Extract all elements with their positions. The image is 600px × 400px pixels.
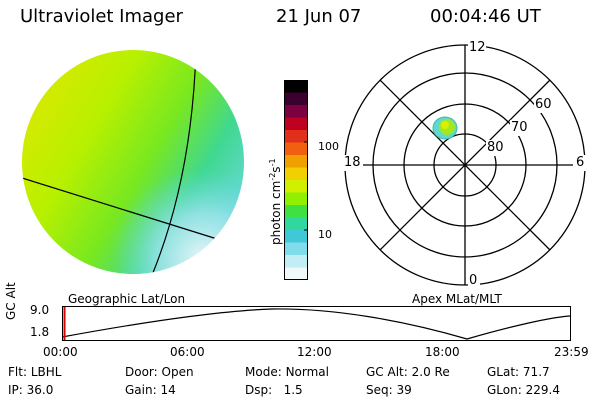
image-time: 00:04:46 UT — [430, 6, 541, 27]
colorbar-tick-100: 100 — [318, 140, 339, 153]
glon-readout: GLon: 229.4 — [487, 383, 560, 397]
mlt-label-6: 6 — [576, 155, 585, 170]
colorbar — [284, 80, 308, 280]
colorbar-band — [284, 255, 308, 268]
mlt-label-0: 0 — [469, 273, 478, 288]
altitude-curve — [62, 308, 571, 340]
colorbar-band — [284, 130, 308, 143]
glat-readout: GLat: 71.7 — [487, 365, 550, 379]
gain-readout: Gain: 14 — [125, 383, 176, 397]
filter-readout: Flt: LBHL — [8, 365, 62, 379]
colorbar-band — [284, 267, 308, 280]
image-date: 21 Jun 07 — [276, 6, 362, 27]
geographic-label: Geographic Lat/Lon — [68, 292, 186, 306]
door-readout: Door: Open — [125, 365, 194, 379]
longitude-line — [149, 50, 197, 274]
colorbar-band — [284, 80, 308, 93]
ip-readout: IP: 36.0 — [8, 383, 54, 397]
colorbar-band — [284, 142, 308, 156]
apex-label: Apex MLat/MLT — [412, 292, 502, 306]
colorbar-band — [284, 167, 308, 181]
latitude-line — [22, 177, 231, 244]
time-tick-4: 23:59 — [554, 345, 589, 359]
time-tick-3: 18:00 — [425, 345, 460, 359]
geographic-image — [22, 50, 244, 274]
altitude-y-low: 1.8 — [30, 325, 50, 339]
altitude-y-high: 9.0 — [30, 303, 50, 317]
colorbar-band — [284, 105, 308, 118]
dsp-readout: Dsp: 1.5 — [245, 383, 303, 397]
colorbar-band — [284, 242, 308, 256]
colorbar-unit-label: photon cm-2s-1 — [268, 158, 283, 245]
time-tick-2: 12:00 — [297, 345, 332, 359]
colorbar-frame — [284, 80, 308, 280]
app-title: Ultraviolet Imager — [20, 6, 183, 27]
auroral-patch — [432, 116, 458, 140]
lat-label-70: 70 — [511, 120, 528, 135]
lat-label-60: 60 — [535, 97, 552, 112]
gc-alt-readout: GC Alt: 2.0 Re — [366, 365, 450, 379]
lat-label-80: 80 — [487, 140, 504, 155]
mlt-label-18: 18 — [344, 155, 361, 170]
seq-readout: Seq: 39 — [366, 383, 412, 397]
colorbar-band — [284, 230, 308, 243]
colorbar-band — [284, 155, 308, 168]
time-tick-0: 00:00 — [43, 345, 78, 359]
time-tick-1: 06:00 — [170, 345, 205, 359]
colorbar-band — [284, 217, 308, 231]
colorbar-band — [284, 92, 308, 106]
colorbar-band — [284, 180, 308, 193]
mlt-label-12: 12 — [469, 40, 486, 55]
colorbar-band — [284, 117, 308, 131]
altitude-plot-frame — [62, 306, 571, 341]
colorbar-band — [284, 205, 308, 218]
mode-readout: Mode: Normal — [245, 365, 329, 379]
colorbar-band — [284, 192, 308, 206]
colorbar-tick-10: 10 — [318, 228, 332, 241]
polar-plot — [343, 42, 587, 287]
altitude-axis-label: GC Alt — [4, 282, 18, 320]
altitude-plot — [62, 306, 571, 341]
